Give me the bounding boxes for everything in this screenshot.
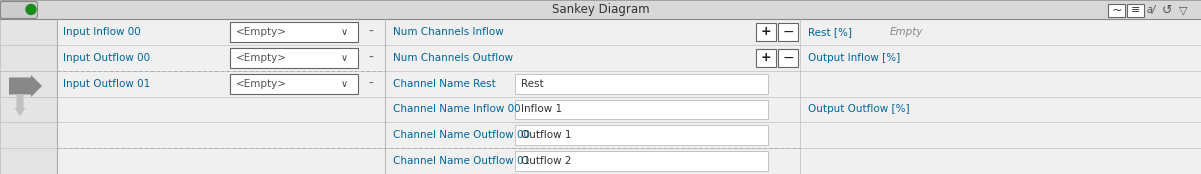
Text: Channel Name Outflow 00: Channel Name Outflow 00 <box>393 130 530 140</box>
Text: Channel Name Inflow 00: Channel Name Inflow 00 <box>393 104 520 114</box>
Text: Channel Name Outflow 01: Channel Name Outflow 01 <box>393 156 530 166</box>
Text: ▽: ▽ <box>1178 6 1188 15</box>
Text: ∨: ∨ <box>340 79 347 89</box>
Text: Rest [%]: Rest [%] <box>808 27 852 37</box>
Bar <box>755 49 776 67</box>
Text: Outflow 1: Outflow 1 <box>521 130 572 140</box>
Text: +: + <box>760 25 771 38</box>
Bar <box>778 49 797 67</box>
Text: -: - <box>368 77 372 91</box>
Text: ↺: ↺ <box>1161 4 1172 17</box>
Text: Channel Name Rest: Channel Name Rest <box>393 79 496 89</box>
Bar <box>1109 4 1125 17</box>
Text: Input Outflow 01: Input Outflow 01 <box>62 79 150 89</box>
Bar <box>515 74 767 93</box>
Bar <box>778 23 797 41</box>
Text: -: - <box>368 25 372 39</box>
Bar <box>231 22 358 42</box>
FancyArrow shape <box>8 75 42 97</box>
Bar <box>0 19 56 174</box>
Bar <box>515 100 767 119</box>
Bar <box>515 125 767 145</box>
Text: Output Outflow [%]: Output Outflow [%] <box>808 104 909 114</box>
Text: Rest: Rest <box>521 79 544 89</box>
FancyBboxPatch shape <box>0 2 37 18</box>
Text: +: + <box>760 51 771 64</box>
Text: Output Inflow [%]: Output Inflow [%] <box>808 53 901 63</box>
FancyArrow shape <box>14 94 25 116</box>
Text: Empty: Empty <box>890 27 924 37</box>
Circle shape <box>26 5 36 14</box>
Bar <box>0 19 1201 174</box>
Bar <box>231 74 358 93</box>
Text: Input Outflow 00: Input Outflow 00 <box>62 53 150 63</box>
Text: −: − <box>782 25 794 39</box>
Text: Sankey Diagram: Sankey Diagram <box>551 3 650 16</box>
Text: −: − <box>782 51 794 65</box>
Text: <Empty>: <Empty> <box>237 53 287 63</box>
Bar <box>231 48 358 68</box>
Text: -: - <box>368 51 372 65</box>
Bar <box>515 151 767 171</box>
Text: ≡: ≡ <box>1131 6 1140 15</box>
Text: <Empty>: <Empty> <box>237 27 287 37</box>
Text: Input Inflow 00: Input Inflow 00 <box>62 27 141 37</box>
Bar <box>0 0 1201 19</box>
Bar <box>1127 4 1145 17</box>
Text: a/: a/ <box>1147 6 1155 15</box>
Text: ∨: ∨ <box>340 53 347 63</box>
Text: Inflow 1: Inflow 1 <box>521 104 562 114</box>
Text: ~: ~ <box>1111 4 1122 17</box>
Text: Outflow 2: Outflow 2 <box>521 156 572 166</box>
Bar <box>755 23 776 41</box>
Text: <Empty>: <Empty> <box>237 79 287 89</box>
Text: ∨: ∨ <box>340 27 347 37</box>
Text: Num Channels Inflow: Num Channels Inflow <box>393 27 503 37</box>
Text: Num Channels Outflow: Num Channels Outflow <box>393 53 513 63</box>
